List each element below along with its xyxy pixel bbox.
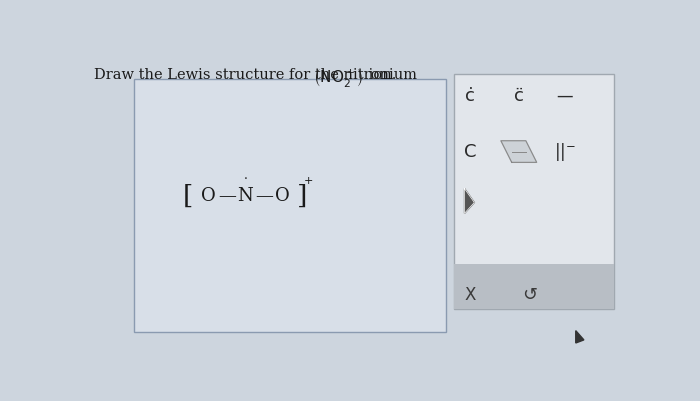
Polygon shape <box>465 188 475 213</box>
Text: N: N <box>237 187 253 205</box>
Bar <box>454 264 614 309</box>
Text: $||^{-}$: $||^{-}$ <box>554 141 576 162</box>
Bar <box>134 79 446 332</box>
Polygon shape <box>575 331 584 343</box>
Text: ion.: ion. <box>364 68 396 82</box>
Text: —: — <box>255 187 273 205</box>
Text: Draw the Lewis structure for the nitronium: Draw the Lewis structure for the nitroni… <box>94 68 421 82</box>
Text: [: [ <box>183 184 193 209</box>
Bar <box>454 74 614 309</box>
Text: ċ: ċ <box>465 87 475 105</box>
Text: C: C <box>463 143 476 160</box>
Text: —: — <box>556 87 573 105</box>
Text: ]: ] <box>297 184 307 209</box>
Text: O: O <box>201 187 216 205</box>
Text: ↺: ↺ <box>522 286 537 304</box>
Text: X: X <box>464 286 476 304</box>
Text: c̈: c̈ <box>514 87 524 105</box>
Text: +: + <box>304 176 313 186</box>
Polygon shape <box>501 141 537 162</box>
Text: —: — <box>218 187 236 205</box>
Text: $\left(\mathrm{NO_2^+}\right)$: $\left(\mathrm{NO_2^+}\right)$ <box>313 67 363 89</box>
Text: O: O <box>275 187 290 205</box>
Text: ·: · <box>244 173 247 186</box>
